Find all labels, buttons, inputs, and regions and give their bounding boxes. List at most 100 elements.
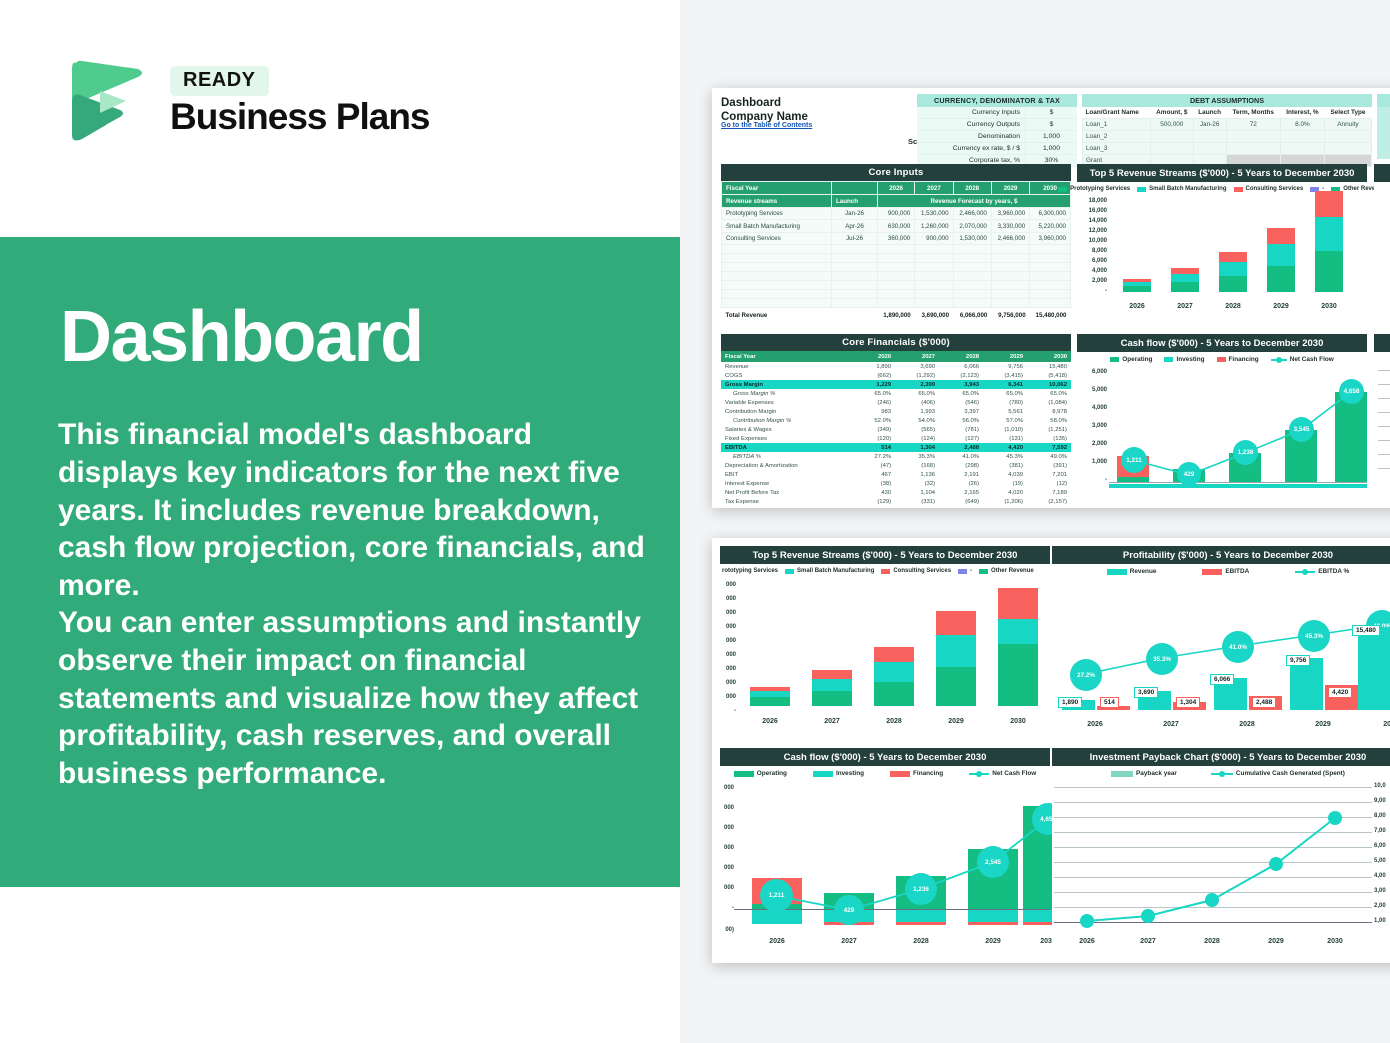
data-label: 2,488 [1252,697,1277,708]
fin-value: 983 [881,408,892,415]
stream-value[interactable]: 2,466,000 [990,231,1031,246]
table-row-highlight: Gross Margin 1,229 2,399 3,943 6,341 10,062 [721,380,1071,389]
stream-value[interactable]: 3,330,000 [990,219,1031,233]
x-tick: 2030 [1327,938,1343,945]
debt-cell[interactable]: Loan_3 [1082,142,1151,155]
stream-value[interactable]: 360,000 [876,231,916,246]
debt-cell[interactable]: 72 [1225,118,1281,131]
x-tick: 2028 [1225,303,1241,310]
fin-value: 7,189 [1052,489,1067,496]
brand-logo: READY Business Plans [60,55,431,147]
legend-label: Other Revenue [991,568,1034,574]
fin-label: COGS [725,372,743,379]
legend-item: Small Batch Manufacturing [1137,186,1227,192]
debt-cell[interactable] [1225,142,1281,155]
stream-value[interactable]: 1,530,000 [914,206,954,221]
debt-cell[interactable] [1323,130,1373,143]
stream-value[interactable]: 630,000 [876,219,916,233]
stream-name[interactable]: Consulting Services [721,231,832,246]
fin-label: EBIT [725,471,739,478]
core-inputs-section: Core Inputs Fiscal Year 2026 2027 2028 2… [721,164,1071,322]
stream-launch[interactable]: Jan-26 [831,206,878,221]
fin-label: EBITDA % [733,453,761,460]
legend-item: Payback year [1111,770,1177,777]
stream-launch[interactable]: Apr-26 [831,219,878,233]
debt-cell[interactable] [1279,142,1325,155]
debt-cell[interactable]: Grant [1082,154,1151,167]
debt-cell[interactable]: 8.0% [1279,118,1325,131]
fin-value: (406) [921,399,936,406]
fin-value: 514 [851,443,896,452]
total-revenue-row: Total Revenue 1,890,000 3,690,000 6,066,… [721,307,1071,322]
stream-value[interactable]: 2,070,000 [952,219,992,233]
stream-value[interactable]: 5,220,000 [1029,219,1071,233]
stream-value[interactable]: 3,960,000 [1029,231,1071,246]
debt-cell[interactable] [1149,142,1194,155]
legend-label: Prototyping Services [1070,186,1131,192]
currency-value[interactable]: $ [1025,107,1077,118]
x-tick: 2029 [1315,721,1331,728]
brand-badge: READY [170,65,269,96]
currency-value[interactable]: 1,000 [1025,143,1077,154]
legend-label: Small Batch Manufacturing [1149,186,1227,192]
legend-label: Financing [913,770,944,777]
fin-value: 8,978 [1052,408,1067,415]
debt-cell[interactable] [1192,142,1227,155]
table-row: Interest Expense (38) (32) (26) (19) (12) [721,479,1071,488]
legend-item: EBITDA [1202,568,1249,575]
debt-cell[interactable] [1279,130,1325,143]
fin-label: EBITDA [721,443,852,452]
fin-value: 49.0% [1050,453,1067,460]
stream-value[interactable]: 1,260,000 [914,219,954,233]
stream-value[interactable]: 6,300,000 [1029,206,1071,221]
table-row-empty [721,253,1071,264]
y-tick: 6,000 [1091,369,1107,375]
legend-label: Investing [1176,356,1205,363]
fin-value: 52.0% [874,417,892,424]
stream-launch[interactable]: Jul-26 [831,231,878,246]
debt-cell[interactable]: Annuity [1323,118,1373,131]
fin-value: 430 [881,489,892,496]
x-tick: 2027 [841,938,857,945]
debt-cell[interactable]: Loan_1 [1082,118,1151,131]
fin-value: (546) [965,399,980,406]
debt-cell[interactable] [1149,130,1194,143]
legend-item: Financing [890,770,943,777]
x-tick: 2029 [948,718,964,725]
y-tick: 6,00 [1374,843,1386,849]
currency-value[interactable]: 1,000 [1025,131,1077,142]
fin-value: 1,890 [876,363,892,370]
data-bubble: 1,211 [1121,447,1147,473]
debt-cell[interactable]: Jan-26 [1192,118,1227,131]
legend-item: Net Cash Flow [1270,356,1334,363]
fin-value: 2,399 [895,380,940,389]
table-of-contents-link[interactable]: Go to the Table of Contents [721,122,813,129]
table-row: Net Profit Before Tax 430 1,104 2,165 4,020 7… [721,488,1071,497]
legend-item: Cumulative Cash Generated (Spent) [1210,770,1345,777]
debt-cell[interactable] [1225,130,1281,143]
y-tick: 8,00 [1374,813,1386,819]
legend-label: rototyping Services [722,568,779,574]
dashboard-screenshot-top: Dashboard Company Name Go to the Table o… [712,88,1390,508]
debt-cell[interactable]: 500,000 [1149,118,1194,131]
currency-value[interactable]: 30% [1025,155,1077,166]
stream-value[interactable]: 900,000 [876,206,916,221]
fin-value: 2,488 [939,443,984,452]
stream-name[interactable]: Prototyping Services [721,206,832,221]
debt-cell[interactable]: Loan_2 [1082,130,1151,143]
fin-value: (1,206) [1004,498,1023,505]
dashboard-screenshot-bottom: Top 5 Revenue Streams ($'000) - 5 Years … [712,538,1390,963]
stream-name[interactable]: Small Batch Manufacturing [721,219,832,233]
y-tick: - [1105,288,1107,294]
stream-value[interactable]: 1,530,000 [952,231,992,246]
debt-cell[interactable] [1323,142,1373,155]
data-bubble: 1,236 [1233,440,1258,465]
stream-value[interactable]: 3,960,000 [990,206,1031,221]
debt-col: Launch [1193,107,1227,119]
stream-value[interactable]: 900,000 [914,231,954,246]
debt-cell[interactable] [1192,130,1227,143]
currency-value[interactable]: $ [1025,119,1077,130]
chart-plot-area: 6,000 5,000 4,000 3,000 2,000 1,000 - 1,… [1077,365,1367,499]
stream-value[interactable]: 2,466,000 [952,206,992,221]
data-bubble: 3,545 [1289,417,1314,442]
